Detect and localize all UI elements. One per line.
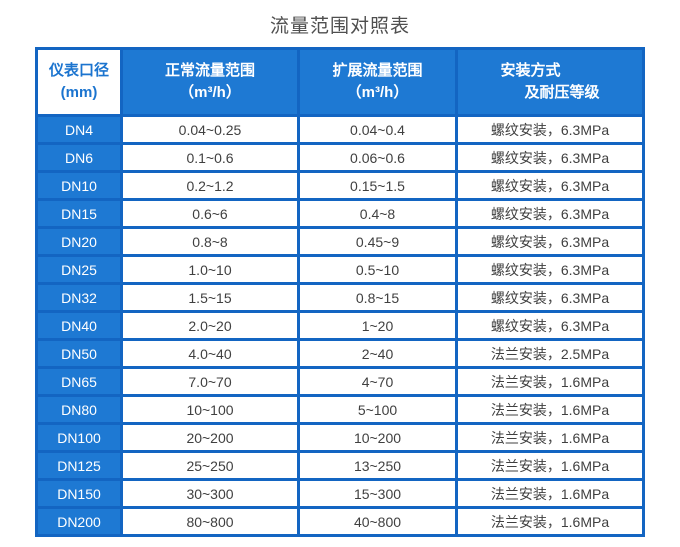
extended-flow-cell: 0.5~10 (300, 257, 455, 282)
table-row: DN15 0.6~6 0.4~8 螺纹安装，6.3MPa (38, 201, 642, 226)
installation-cell: 螺纹安装，6.3MPa (458, 313, 642, 338)
installation-cell: 螺纹安装，6.3MPa (458, 285, 642, 310)
header-line: 扩展流量范围 (332, 62, 423, 79)
table-row: DN40 2.0~20 1~20 螺纹安装，6.3MPa (38, 313, 642, 338)
header-cell-normal-flow: 正常流量范围 （m³/h） (123, 50, 297, 114)
extended-flow-cell: 1~20 (300, 313, 455, 338)
table-row: DN50 4.0~40 2~40 法兰安装，2.5MPa (38, 341, 642, 366)
installation-cell: 法兰安装，1.6MPa (458, 481, 642, 506)
header-cell-installation: 安装方式 及耐压等级 (458, 50, 642, 114)
installation-cell: 法兰安装，1.6MPa (458, 509, 642, 534)
installation-cell: 螺纹安装，6.3MPa (458, 117, 642, 142)
header-line: (mm) (60, 84, 98, 101)
flow-range-table: 仪表口径 (mm) 正常流量范围 （m³/h） 扩展流量范围 （m³/h） 安装… (35, 47, 645, 537)
header-row: 仪表口径 (mm) 正常流量范围 （m³/h） 扩展流量范围 （m³/h） 安装… (38, 50, 642, 114)
normal-flow-cell: 0.8~8 (123, 229, 297, 254)
normal-flow-cell: 80~800 (123, 509, 297, 534)
table-body: DN4 0.04~0.25 0.04~0.4 螺纹安装，6.3MPa DN6 0.1~0.… (38, 117, 642, 534)
table-row: DN125 25~250 13~250 法兰安装，1.6MPa (38, 453, 642, 478)
diameter-cell: DN20 (38, 229, 120, 254)
normal-flow-cell: 7.0~70 (123, 369, 297, 394)
header-line: （m³/h） (346, 84, 409, 101)
table-row: DN10 0.2~1.2 0.15~1.5 螺纹安装，6.3MPa (38, 173, 642, 198)
installation-cell: 法兰安装，1.6MPa (458, 453, 642, 478)
header-line: 正常流量范围 (164, 62, 255, 79)
normal-flow-cell: 20~200 (123, 425, 297, 450)
extended-flow-cell: 0.15~1.5 (300, 173, 455, 198)
normal-flow-cell: 2.0~20 (123, 313, 297, 338)
normal-flow-cell: 1.5~15 (123, 285, 297, 310)
table-row: DN200 80~800 40~800 法兰安装，1.6MPa (38, 509, 642, 534)
page-title: 流量范围对照表 (269, 16, 410, 37)
extended-flow-cell: 15~300 (300, 481, 455, 506)
table-row: DN65 7.0~70 4~70 法兰安装，1.6MPa (38, 369, 642, 394)
header-line: 仪表口径 (48, 62, 109, 79)
installation-cell: 螺纹安装，6.3MPa (458, 229, 642, 254)
diameter-cell: DN32 (38, 285, 120, 310)
diameter-cell: DN4 (38, 117, 120, 142)
normal-flow-cell: 4.0~40 (123, 341, 297, 366)
header-cell-extended-flow: 扩展流量范围 （m³/h） (300, 50, 455, 114)
table-row: DN25 1.0~10 0.5~10 螺纹安装，6.3MPa (38, 257, 642, 282)
normal-flow-cell: 0.6~6 (123, 201, 297, 226)
diameter-cell: DN40 (38, 313, 120, 338)
extended-flow-cell: 0.4~8 (300, 201, 455, 226)
normal-flow-cell: 0.1~0.6 (123, 145, 297, 170)
diameter-cell: DN100 (38, 425, 120, 450)
diameter-cell: DN80 (38, 397, 120, 422)
diameter-cell: DN65 (38, 369, 120, 394)
table-header: 仪表口径 (mm) 正常流量范围 （m³/h） 扩展流量范围 （m³/h） 安装… (38, 50, 642, 114)
table-row: DN32 1.5~15 0.8~15 螺纹安装，6.3MPa (38, 285, 642, 310)
header-line: 安装方式 (500, 62, 561, 79)
table-row: DN150 30~300 15~300 法兰安装，1.6MPa (38, 481, 642, 506)
normal-flow-cell: 30~300 (123, 481, 297, 506)
diameter-cell: DN15 (38, 201, 120, 226)
installation-cell: 法兰安装，1.6MPa (458, 369, 642, 394)
normal-flow-cell: 1.0~10 (123, 257, 297, 282)
extended-flow-cell: 5~100 (300, 397, 455, 422)
table-row: DN6 0.1~0.6 0.06~0.6 螺纹安装，6.3MPa (38, 145, 642, 170)
extended-flow-cell: 0.8~15 (300, 285, 455, 310)
diameter-cell: DN150 (38, 481, 120, 506)
installation-cell: 法兰安装，2.5MPa (458, 341, 642, 366)
extended-flow-cell: 2~40 (300, 341, 455, 366)
installation-cell: 法兰安装，1.6MPa (458, 425, 642, 450)
extended-flow-cell: 0.45~9 (300, 229, 455, 254)
diameter-cell: DN50 (38, 341, 120, 366)
extended-flow-cell: 13~250 (300, 453, 455, 478)
header-line: 及耐压等级 (524, 84, 600, 101)
installation-cell: 螺纹安装，6.3MPa (458, 173, 642, 198)
extended-flow-cell: 4~70 (300, 369, 455, 394)
extended-flow-cell: 0.04~0.4 (300, 117, 455, 142)
table-row: DN80 10~100 5~100 法兰安装，1.6MPa (38, 397, 642, 422)
header-cell-meter-diameter: 仪表口径 (mm) (38, 50, 120, 114)
diameter-cell: DN200 (38, 509, 120, 534)
installation-cell: 法兰安装，1.6MPa (458, 397, 642, 422)
table-row: DN20 0.8~8 0.45~9 螺纹安装，6.3MPa (38, 229, 642, 254)
extended-flow-cell: 40~800 (300, 509, 455, 534)
installation-cell: 螺纹安装，6.3MPa (458, 201, 642, 226)
installation-cell: 螺纹安装，6.3MPa (458, 145, 642, 170)
normal-flow-cell: 0.2~1.2 (123, 173, 297, 198)
diameter-cell: DN10 (38, 173, 120, 198)
installation-cell: 螺纹安装，6.3MPa (458, 257, 642, 282)
diameter-cell: DN125 (38, 453, 120, 478)
table-row: DN100 20~200 10~200 法兰安装，1.6MPa (38, 425, 642, 450)
diameter-cell: DN25 (38, 257, 120, 282)
header-line: （m³/h） (179, 84, 241, 101)
extended-flow-cell: 10~200 (300, 425, 455, 450)
normal-flow-cell: 25~250 (123, 453, 297, 478)
extended-flow-cell: 0.06~0.6 (300, 145, 455, 170)
header-cell-installation-text: 安装方式 及耐压等级 (500, 60, 599, 104)
diameter-cell: DN6 (38, 145, 120, 170)
normal-flow-cell: 0.04~0.25 (123, 117, 297, 142)
table-row: DN4 0.04~0.25 0.04~0.4 螺纹安装，6.3MPa (38, 117, 642, 142)
normal-flow-cell: 10~100 (123, 397, 297, 422)
